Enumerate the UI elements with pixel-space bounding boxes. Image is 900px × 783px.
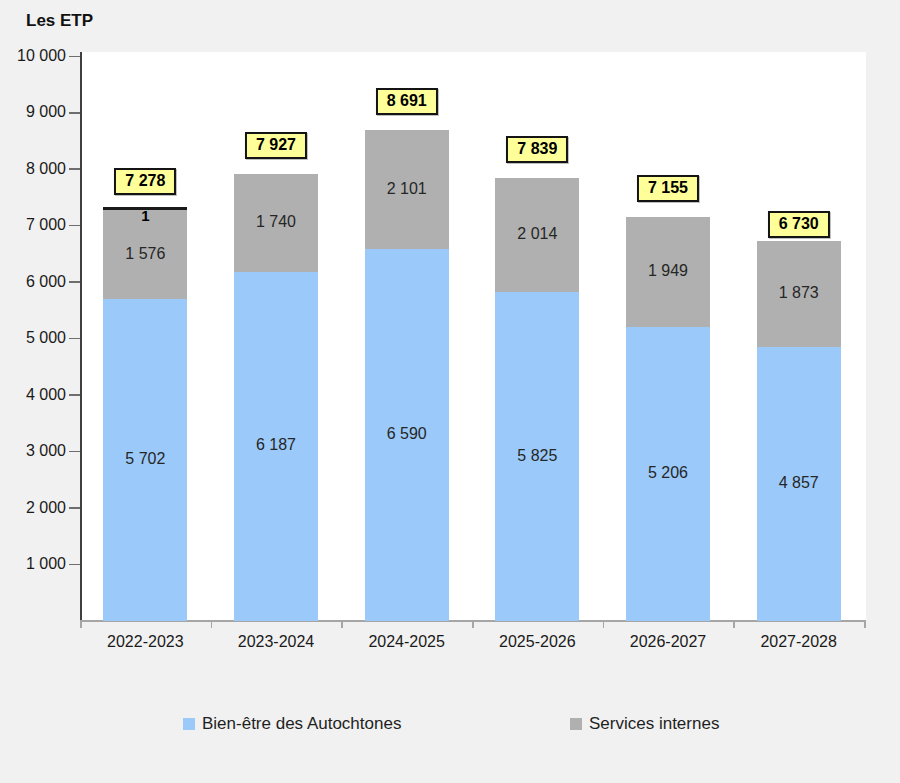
y-axis-line [80, 52, 82, 627]
y-tick-mark [69, 507, 80, 509]
y-tick-label: 6 000 [0, 273, 66, 291]
bar-segment-label: 1 576 [125, 245, 165, 263]
y-tick-label: 4 000 [0, 386, 66, 404]
x-category-label: 2026-2027 [630, 633, 707, 651]
x-axis-tick-mark [864, 622, 866, 628]
y-axis-title: Les ETP [26, 11, 93, 31]
x-category-label: 2027-2028 [760, 633, 837, 651]
y-tick-mark [69, 56, 80, 58]
legend-item: Bien-être des Autochtones [183, 714, 401, 734]
legend-label: Bien-être des Autochtones [202, 714, 401, 734]
bar-segment-label: 2 014 [517, 225, 557, 243]
x-axis-tick-mark [733, 622, 735, 628]
bar-segment-label: 1 873 [779, 284, 819, 302]
y-tick-label: 3 000 [0, 442, 66, 460]
bar-segment-label: 2 101 [387, 180, 427, 198]
y-tick-label: 5 000 [0, 329, 66, 347]
bar-segment-label: 1 [141, 207, 149, 224]
y-tick-label: 8 000 [0, 160, 66, 178]
bar-segment-label: 5 825 [517, 447, 557, 465]
bar-segment-label: 1 740 [256, 213, 296, 231]
bar-segment-label: 5 206 [648, 464, 688, 482]
y-tick-mark [69, 168, 80, 170]
y-tick-label: 10 000 [0, 47, 66, 65]
total-label-box: 7 278 [114, 168, 176, 195]
legend-swatch [570, 718, 582, 730]
y-tick-label: 9 000 [0, 103, 66, 121]
x-axis-tick-mark [341, 622, 343, 628]
bar-segment-label: 4 857 [779, 474, 819, 492]
x-axis-tick-mark [603, 622, 605, 628]
legend-label: Services internes [589, 714, 719, 734]
bar-segment-label: 5 702 [125, 450, 165, 468]
x-axis-tick-mark [211, 622, 213, 628]
bar-segment-label: 1 949 [648, 262, 688, 280]
x-category-label: 2024-2025 [368, 633, 445, 651]
total-label-box: 8 691 [376, 88, 438, 115]
legend-item: Services internes [570, 714, 719, 734]
x-axis-tick-mark [80, 622, 82, 628]
total-label-box: 7 927 [245, 132, 307, 159]
y-tick-label: 2 000 [0, 499, 66, 517]
y-tick-mark [69, 225, 80, 227]
x-axis-tick-mark [472, 622, 474, 628]
x-category-label: 2023-2024 [238, 633, 315, 651]
y-tick-mark [69, 394, 80, 396]
y-tick-mark [69, 338, 80, 340]
total-label-box: 7 155 [637, 175, 699, 202]
x-category-label: 2025-2026 [499, 633, 576, 651]
total-label-box: 6 730 [768, 211, 830, 238]
total-label-box: 7 839 [506, 136, 568, 163]
y-tick-label: 7 000 [0, 216, 66, 234]
bar-segment-label: 6 187 [256, 436, 296, 454]
y-tick-mark [69, 281, 80, 283]
etp-stacked-bar-chart: Les ETP Dépenses prévues de 2025-2026 1 … [0, 0, 900, 783]
legend-swatch [183, 718, 195, 730]
bar-segment-label: 6 590 [387, 425, 427, 443]
y-tick-mark [69, 112, 80, 114]
plot-area [80, 52, 866, 621]
y-tick-mark [69, 564, 80, 566]
x-category-label: 2022-2023 [107, 633, 184, 651]
y-tick-mark [69, 451, 80, 453]
y-tick-label: 1 000 [0, 555, 66, 573]
